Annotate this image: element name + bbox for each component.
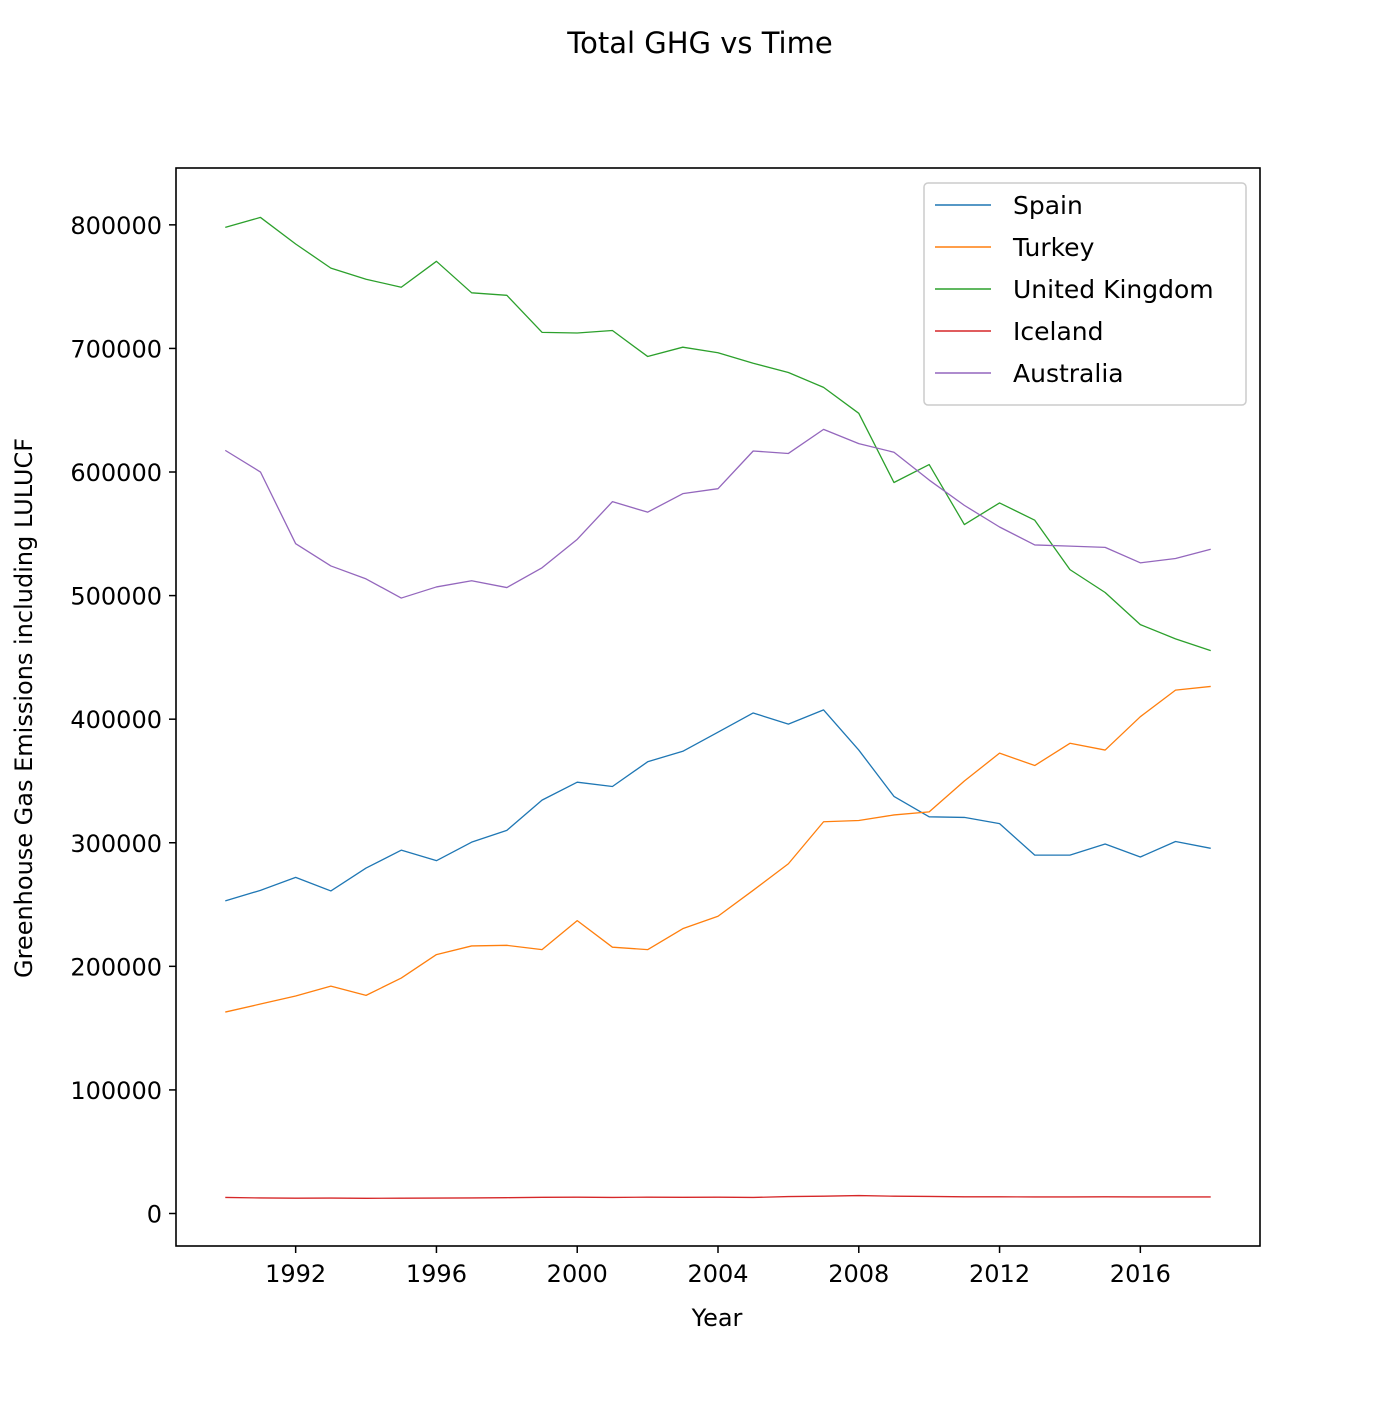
legend-label-australia: Australia	[1013, 359, 1124, 388]
y-axis-label: Greenhouse Gas Emissions including LULUC…	[10, 438, 38, 978]
x-axis-label: Year	[691, 1304, 743, 1332]
y-tick-label: 300000	[70, 830, 162, 858]
y-tick-label: 400000	[70, 706, 162, 734]
y-tick-label: 800000	[70, 212, 162, 240]
legend-label-united-kingdom: United Kingdom	[1013, 275, 1214, 304]
y-tick-label: 0	[147, 1200, 162, 1228]
series-line-turkey	[225, 685, 1211, 1013]
plot-area: 1992 1996 2000 2004 2008 2012 2016 0 100000 20000…	[70, 167, 1261, 1288]
series-line-united-kingdom	[225, 216, 1211, 652]
y-tick-label: 600000	[70, 459, 162, 487]
legend-label-turkey: Turkey	[1012, 233, 1095, 262]
x-tick-label: 2004	[687, 1260, 748, 1288]
y-tick-label: 100000	[70, 1077, 162, 1105]
legend: Spain Turkey United Kingdom Iceland Australi…	[923, 182, 1247, 406]
series-line-iceland	[225, 1194, 1211, 1199]
y-tick-label: 200000	[70, 953, 162, 981]
legend-label-iceland: Iceland	[1013, 317, 1103, 346]
series-line-australia	[224, 428, 1211, 599]
legend-box	[923, 182, 1247, 406]
y-tick-label: 700000	[70, 335, 162, 363]
series-line-spain	[225, 709, 1211, 902]
y-tick-label: 500000	[70, 583, 162, 611]
legend-label-spain: Spain	[1013, 191, 1083, 220]
x-tick-label: 2008	[828, 1260, 889, 1288]
x-tick-label: 2000	[547, 1260, 608, 1288]
x-tick-label: 1992	[265, 1260, 326, 1288]
chart-title: Total GHG vs Time	[566, 26, 832, 60]
x-tick-label: 2012	[969, 1260, 1030, 1288]
x-tick-label: 1996	[406, 1260, 467, 1288]
x-tick-label: 2016	[1110, 1260, 1171, 1288]
